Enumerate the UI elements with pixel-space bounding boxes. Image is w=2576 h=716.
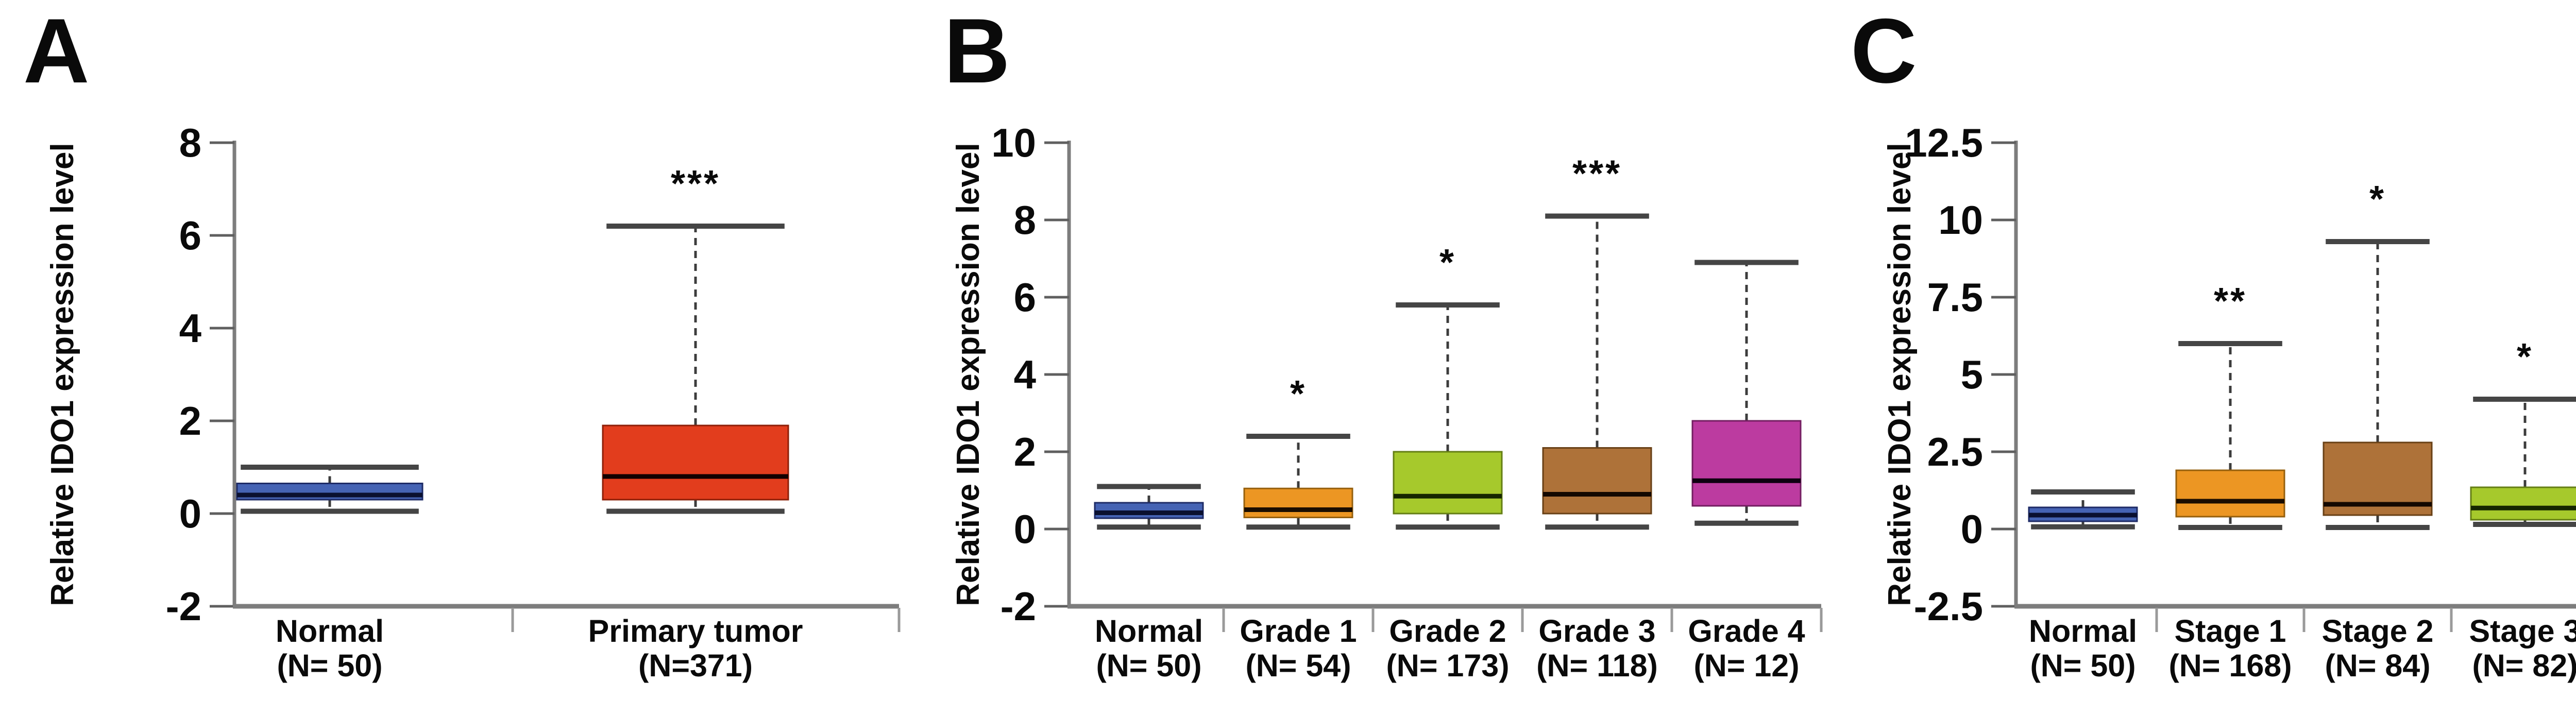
category-n-count: (N= 6) (2528, 649, 2576, 683)
panel-a-letter: A (23, 0, 90, 102)
y-tick-label: 7.5 (1927, 275, 1983, 320)
significance-stars: * (1290, 373, 1307, 415)
category-name: Grade 1 (1240, 613, 1357, 649)
category-label-grade-4: Grade 4 (N= 12) (1602, 614, 1891, 683)
category-n-count: (N= 54) (1245, 648, 1351, 683)
category-name: Stage 1 (2174, 613, 2286, 649)
y-tick-label: 5 (1961, 352, 1983, 397)
category-label-normal: Normal (N= 50) (1005, 614, 1293, 683)
category-name: Grade 2 (1389, 613, 1506, 649)
y-tick-label: -2 (1001, 584, 1036, 629)
panel-c-y-axis-label: Relative IDO1 expression level (1882, 143, 1918, 606)
panel-c-letter: C (1851, 0, 1917, 102)
panel-a-y-axis-label: Relative IDO1 expression level (45, 143, 80, 606)
category-label-normal: Normal (N= 50) (1939, 614, 2227, 683)
panel-b-letter: B (944, 0, 1010, 102)
category-name: Primary tumor (588, 613, 803, 649)
significance-stars: * (2369, 179, 2386, 220)
y-tick-label: 6 (179, 213, 201, 258)
y-tick-label: 4 (179, 305, 201, 351)
category-name: Normal (2028, 613, 2138, 649)
y-tick-label: 2 (179, 398, 201, 444)
y-tick-label: 10 (991, 120, 1036, 165)
category-name: Stage 3 (2469, 613, 2576, 649)
category-label-stage-1: Stage 1 (N= 168) (2086, 614, 2375, 683)
category-label-grade-2: Grade 2 (N= 173) (1303, 614, 1592, 683)
y-tick-label: 0 (1014, 506, 1036, 552)
significance-stars: ** (2214, 281, 2247, 322)
category-label-grade-1: Grade 1 (N= 54) (1154, 614, 1443, 683)
category-name: Normal (1094, 613, 1204, 649)
y-tick-label: 12.5 (1905, 120, 1983, 165)
y-tick-label: 6 (1014, 275, 1036, 320)
significance-stars: * (1439, 242, 1456, 283)
category-n-count: (N= 50) (1096, 648, 1202, 683)
category-label-stage-4: Stage 4(N= 6) (2528, 614, 2576, 683)
category-name: Grade 3 (1538, 613, 1656, 649)
y-tick-label: -2 (166, 584, 201, 629)
category-n-count: (N= 173) (1386, 648, 1510, 683)
box-grade-3 (1542, 447, 1652, 515)
box-grade-4 (1691, 420, 1802, 507)
y-tick-label: -2.5 (1914, 584, 1983, 629)
category-n-count: (N= 50) (2030, 648, 2136, 683)
category-label-stage-3: Stage 3 (N= 82) (2381, 614, 2576, 683)
category-n-count: (N=371) (638, 648, 753, 683)
category-name: Stage 2 (2321, 613, 2434, 649)
y-tick-label: 8 (179, 120, 201, 165)
category-n-count: (N= 84) (2325, 648, 2431, 683)
category-name: Grade 4 (1688, 613, 1805, 649)
category-label-normal: Normal (N= 50) (185, 614, 474, 683)
y-tick-label: 4 (1014, 352, 1036, 397)
category-n-count: (N= 168) (2168, 648, 2292, 683)
category-n-count: (N= 118) (1536, 648, 1658, 683)
y-tick-label: 10 (1938, 197, 1983, 243)
box-grade-1 (1243, 487, 1353, 518)
y-tick-label: 0 (179, 491, 201, 536)
category-label-grade-3: Grade 3 (N= 118) (1453, 614, 1741, 683)
category-n-count: (N= 12) (1693, 648, 1800, 683)
category-n-count: (N= 82) (2472, 648, 2576, 683)
significance-stars: *** (1572, 154, 1622, 195)
category-name: Stage 4 (2528, 614, 2576, 649)
category-name: Normal (275, 613, 384, 649)
y-tick-label: 2.5 (1927, 429, 1983, 474)
box-stage-3 (2470, 486, 2576, 521)
panel-b-y-axis-label: Relative IDO1 expression level (951, 143, 986, 606)
box-grade-2 (1393, 451, 1503, 515)
y-tick-label: 0 (1961, 506, 1983, 552)
significance-stars: *** (671, 163, 720, 204)
category-n-count: (N= 50) (277, 648, 383, 683)
box-primary-tumor (602, 424, 789, 501)
y-tick-label: 2 (1014, 429, 1036, 474)
category-label-stage-2: Stage 2 (N= 84) (2233, 614, 2522, 683)
y-tick-label: 8 (1014, 197, 1036, 243)
significance-stars: * (2517, 336, 2533, 378)
box-stage-1 (2175, 469, 2285, 518)
category-label-primary-tumor: Primary tumor (N=371) (551, 614, 840, 683)
